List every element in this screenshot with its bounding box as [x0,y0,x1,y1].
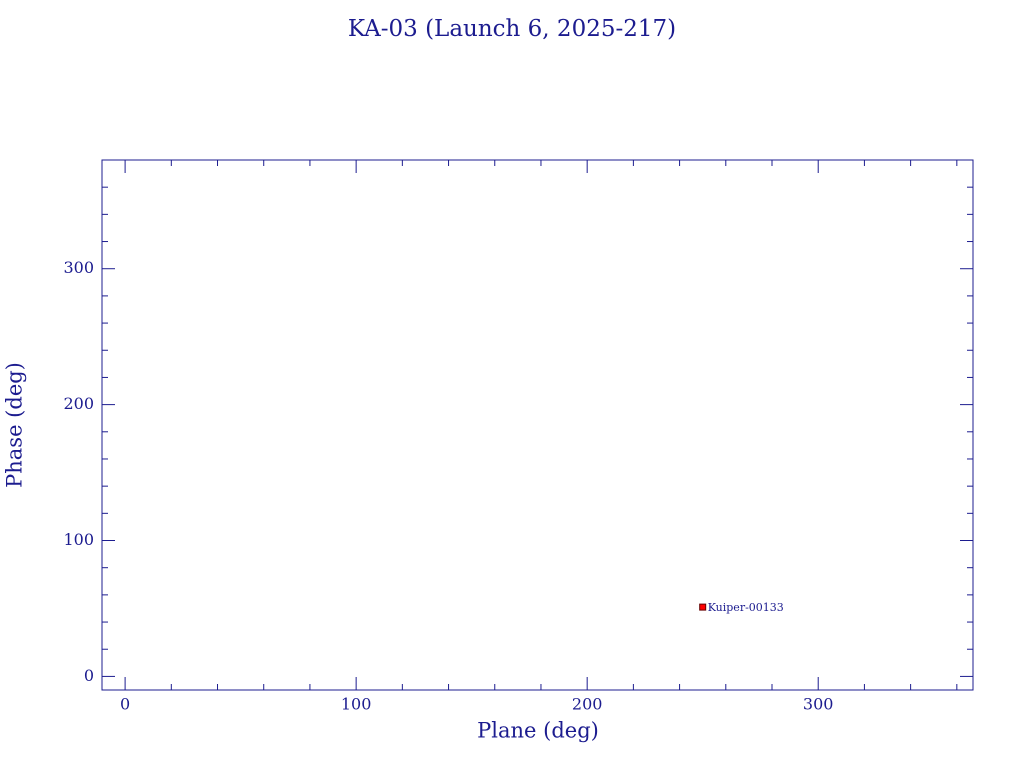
x-axis-label: Plane (deg) [477,719,599,743]
y-tick-label: 200 [63,394,94,413]
x-tick-label: 0 [120,695,130,714]
y-tick-label: 100 [63,530,94,549]
y-tick-label: 0 [84,666,94,685]
point-label: Kuiper-00133 [708,601,784,614]
x-tick-label: 100 [341,695,372,714]
y-tick-label: 300 [63,258,94,277]
chart-title: KA-03 (Launch 6, 2025-217) [348,16,676,42]
x-tick-label: 300 [803,695,834,714]
plot-frame [101,159,974,691]
x-tick-label: 200 [572,695,603,714]
y-axis-label: Phase (deg) [3,362,27,488]
point [699,603,707,611]
